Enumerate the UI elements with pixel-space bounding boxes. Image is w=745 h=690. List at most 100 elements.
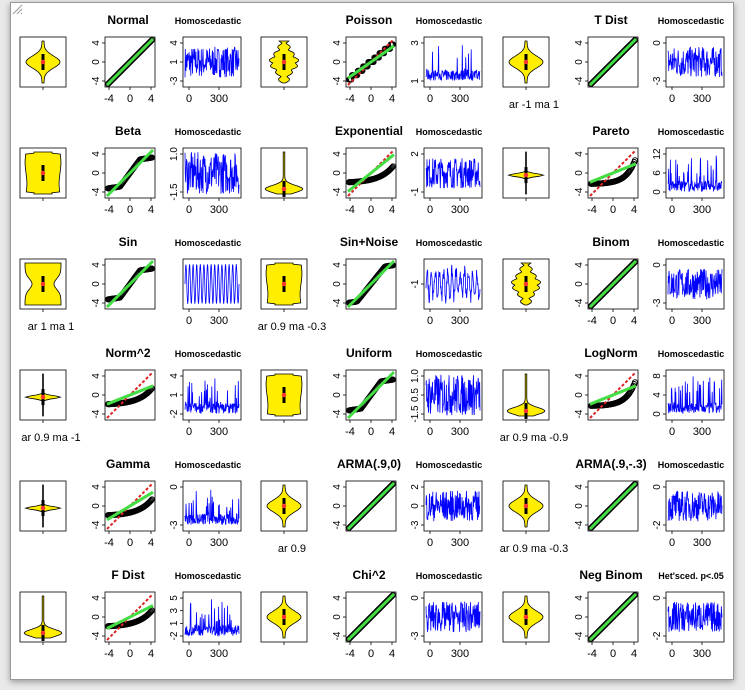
qq-y-tick-label: 4 bbox=[91, 484, 102, 490]
qq-y-tick-label: 0 bbox=[574, 503, 585, 509]
qq-point bbox=[147, 38, 154, 45]
resize-grip-icon[interactable] bbox=[11, 3, 23, 15]
qq-y-tick-label: 0 bbox=[91, 614, 102, 620]
qq-y-tick-label: 4 bbox=[574, 595, 585, 601]
qq-y-tick-label: 4 bbox=[332, 484, 343, 490]
panel-beta: Beta -4 0 4 -4 0 4 Homoscedastic -1.5 1.0 0 300 bbox=[19, 124, 242, 216]
trace-y-tick-label: 0 bbox=[652, 189, 663, 195]
trace-y-tick-label: -1 bbox=[410, 279, 421, 288]
trace-title: Homoscedastic bbox=[175, 460, 242, 470]
trace-x-tick-label: 300 bbox=[693, 537, 711, 549]
qq-x-tick-label: 4 bbox=[148, 537, 154, 549]
qq-x-tick-label: -4 bbox=[587, 204, 597, 216]
trace-series bbox=[184, 264, 240, 304]
trace-y-tick-label: 3 bbox=[410, 40, 421, 46]
trace-x-tick-label: 0 bbox=[669, 426, 675, 438]
violin-shape bbox=[264, 151, 304, 195]
trace-x-tick-label: 300 bbox=[451, 537, 469, 549]
qq-x-tick-label: 0 bbox=[368, 93, 374, 105]
qq-reference-line bbox=[105, 148, 155, 198]
qq-y-tick-label: 4 bbox=[332, 151, 343, 157]
trace-y-tick-label: -2 bbox=[169, 409, 180, 418]
qq-title: Sin+Noise bbox=[340, 235, 399, 249]
qq-y-tick-label: 4 bbox=[332, 373, 343, 379]
qq-y-tick-label: 4 bbox=[91, 262, 102, 268]
qq-y-tick-label: 0 bbox=[332, 59, 343, 65]
trace-series bbox=[425, 158, 481, 189]
trace-y-tick-label: 1 bbox=[169, 620, 180, 626]
qq-reference-line bbox=[106, 490, 154, 522]
trace-x-tick-label: 0 bbox=[427, 537, 433, 549]
trace-title: Homoscedastic bbox=[175, 238, 242, 248]
trace-x-tick-label: 300 bbox=[210, 426, 228, 438]
qq-x-tick-label: 4 bbox=[631, 648, 637, 660]
violin-median bbox=[281, 281, 287, 287]
trace-y-tick-label: 1 bbox=[169, 59, 180, 65]
qq-y-tick-label: 0 bbox=[574, 59, 585, 65]
trace-y-tick-label: -3 bbox=[169, 520, 180, 529]
panel-norm-2: ar 0.9 ma -1 Norm^2 -4 0 4 Homoscedastic -2 1 4 0… bbox=[19, 346, 242, 444]
qq-point bbox=[631, 481, 638, 488]
qq-point bbox=[148, 607, 156, 614]
trace-x-tick-label: 300 bbox=[451, 426, 469, 438]
qq-point bbox=[148, 497, 155, 504]
violin-median bbox=[523, 281, 529, 287]
qq-y-tick-label: -4 bbox=[574, 76, 585, 85]
trace-title: Homoscedastic bbox=[658, 349, 725, 359]
trace-x-tick-label: 300 bbox=[210, 204, 228, 216]
violin-median bbox=[281, 392, 287, 398]
trace-x-tick-label: 300 bbox=[693, 93, 711, 105]
trace-title: Homoscedastic bbox=[416, 571, 483, 581]
qq-point bbox=[148, 265, 156, 272]
trace-title: Homoscedastic bbox=[416, 16, 483, 26]
trace-x-tick-label: 0 bbox=[186, 537, 192, 549]
violin-median bbox=[40, 281, 46, 287]
panel-pareto: Pareto -4 0 4 -4 0 4 Homoscedastic 0 6 12 0 300 bbox=[502, 124, 725, 216]
qq-x-tick-label: 4 bbox=[631, 204, 637, 216]
trace-title: Homoscedastic bbox=[416, 238, 483, 248]
trace-frame bbox=[665, 147, 725, 199]
trace-y-tick-label: 4 bbox=[652, 392, 663, 398]
qq-x-tick-label: -4 bbox=[104, 204, 114, 216]
violin-median bbox=[523, 503, 529, 509]
qq-y-tick-label: 4 bbox=[332, 595, 343, 601]
trace-y-tick-label: 0 bbox=[169, 484, 180, 490]
panel-chi-2: Chi^2 -4 0 4 -4 0 4 Homoscedastic -3 0 0 300 bbox=[260, 568, 483, 660]
qq-title: Neg Binom bbox=[579, 568, 642, 582]
qq-reference-line bbox=[588, 592, 638, 642]
trace-series bbox=[425, 490, 481, 522]
qq-reference-line bbox=[105, 259, 155, 309]
trace-x-tick-label: 300 bbox=[210, 648, 228, 660]
qq-x-tick-label: 0 bbox=[610, 648, 616, 660]
qq-y-tick-label: -4 bbox=[91, 409, 102, 418]
panel-sin-noise: ar 0.9 ma -0.3 Sin+Noise -4 0 4 Homoscedastic… bbox=[258, 235, 483, 333]
trace-y-tick-label: 3 bbox=[169, 607, 180, 613]
trace-series bbox=[184, 378, 240, 414]
qq-title: T Dist bbox=[594, 13, 627, 27]
trace-y-tick-label: 4 bbox=[169, 373, 180, 379]
trace-y-tick-label: 2 bbox=[410, 484, 421, 490]
trace-y-tick-label: 6 bbox=[652, 170, 663, 176]
violin-median bbox=[281, 503, 287, 509]
trace-series bbox=[667, 155, 723, 193]
qq-y-tick-label: 4 bbox=[574, 40, 585, 46]
qq-point bbox=[147, 498, 154, 505]
violin-median bbox=[523, 408, 529, 414]
trace-y-tick-label: 5 bbox=[169, 595, 180, 601]
trace-x-tick-label: 300 bbox=[693, 648, 711, 660]
trace-y-tick-label: 0.5 bbox=[410, 388, 421, 402]
trace-title: Homoscedastic bbox=[416, 349, 483, 359]
qq-point bbox=[388, 593, 395, 600]
qq-x-tick-label: 0 bbox=[127, 537, 133, 549]
qq-y-tick-label: 0 bbox=[574, 392, 585, 398]
trace-y-tick-label: -3 bbox=[410, 520, 421, 529]
qq-y-tick-label: -4 bbox=[91, 187, 102, 196]
qq-y-tick-label: 0 bbox=[574, 614, 585, 620]
panel-uniform: Uniform -4 0 4 -4 0 4 Homoscedastic -1.5 0.5 1.0 0 3… bbox=[260, 346, 483, 438]
qq-title: ARMA(.9,0) bbox=[337, 457, 401, 471]
violin-median bbox=[40, 630, 46, 636]
qq-y-tick-label: -4 bbox=[574, 187, 585, 196]
violin-caption: ar -1 ma 1 bbox=[509, 99, 559, 111]
qq-point bbox=[389, 163, 397, 170]
